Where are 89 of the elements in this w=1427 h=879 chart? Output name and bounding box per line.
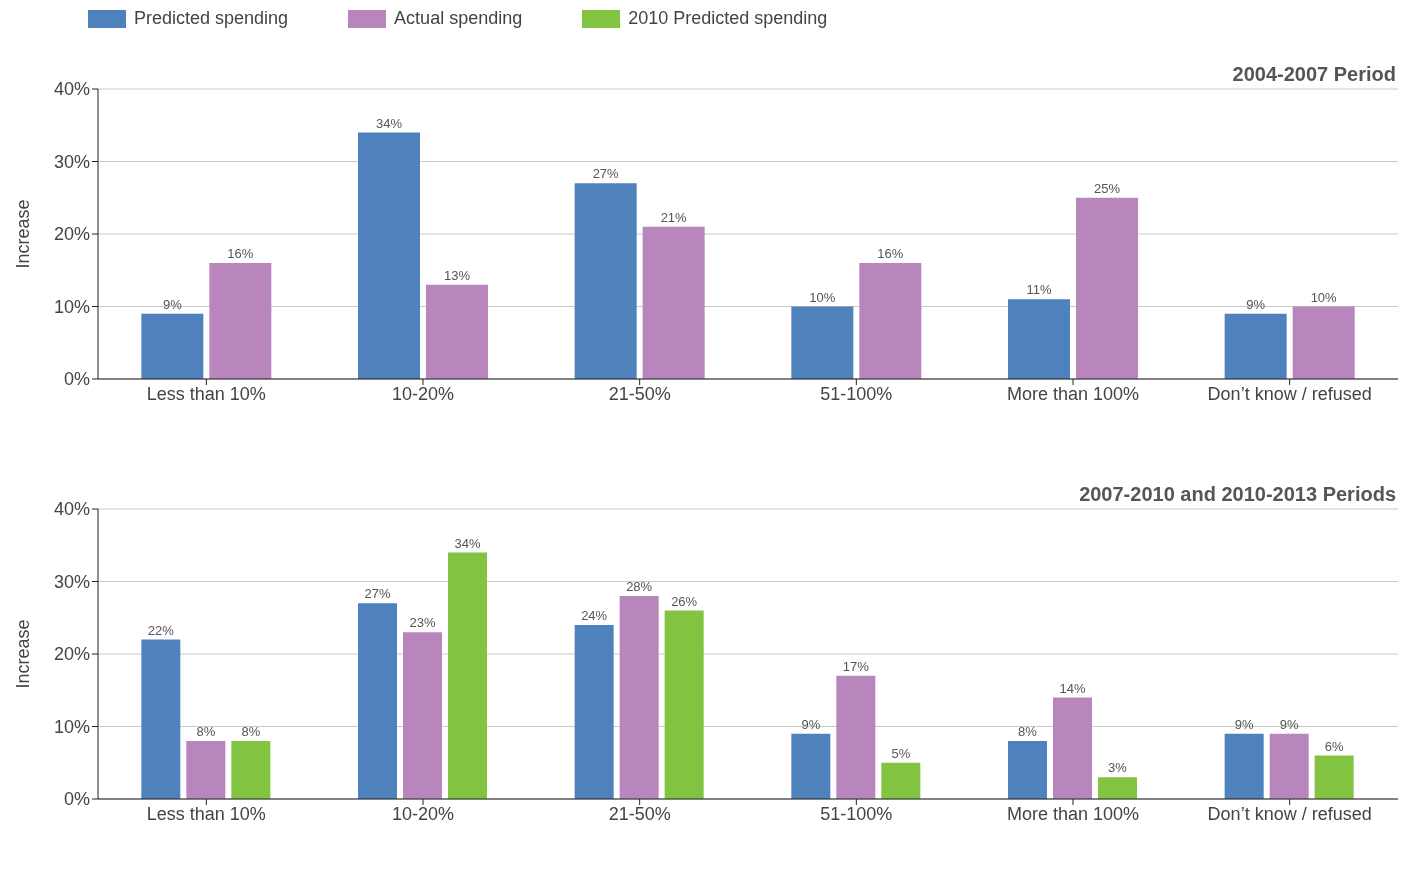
- data-label: 8%: [241, 724, 261, 739]
- bar: [209, 263, 272, 379]
- bar: [574, 183, 637, 379]
- bar: [619, 596, 659, 799]
- data-label: 10%: [1310, 289, 1338, 305]
- data-label: 11%: [1026, 282, 1052, 298]
- legend-label: Predicted spending: [134, 8, 289, 29]
- chart-title: 2004-2007 Period: [1232, 63, 1396, 86]
- bar: [859, 263, 922, 379]
- data-label: 8%: [196, 724, 216, 739]
- bar: [1314, 755, 1354, 799]
- data-label: 5%: [891, 745, 911, 761]
- legend-label: Actual spending: [394, 8, 523, 29]
- data-label: 9%: [1246, 296, 1266, 312]
- bar: [1008, 299, 1070, 379]
- data-label: 24%: [581, 608, 608, 623]
- data-label: 6%: [1324, 738, 1344, 754]
- bar: [1098, 777, 1137, 799]
- bar: [448, 552, 487, 799]
- bar: [791, 306, 854, 379]
- data-label: 28%: [626, 579, 653, 594]
- x-tick-label: Don’t know / refused: [1207, 803, 1372, 824]
- bar: [881, 762, 921, 799]
- bar: [141, 313, 204, 379]
- bar: [426, 284, 488, 379]
- bar: [664, 610, 704, 799]
- bar: [231, 741, 271, 799]
- x-tick-label: 21-50%: [608, 803, 671, 824]
- y-tick-label: 30%: [53, 151, 90, 172]
- data-label: 25%: [1093, 180, 1121, 196]
- x-tick-label: Less than 10%: [146, 383, 266, 404]
- data-label: 9%: [1234, 716, 1254, 732]
- data-label: 16%: [227, 246, 254, 261]
- bar: [1224, 313, 1287, 379]
- bar: [1076, 197, 1138, 379]
- data-label: 9%: [162, 296, 183, 312]
- bar: [1269, 733, 1309, 799]
- x-tick-label: 10-20%: [391, 803, 455, 824]
- data-label: 8%: [1018, 724, 1038, 739]
- y-axis-title: Increase: [13, 199, 34, 269]
- x-tick-label: Don’t know / refused: [1207, 383, 1372, 404]
- y-tick-label: 0%: [63, 369, 90, 390]
- y-tick-label: 40%: [53, 79, 90, 100]
- chart-title: 2007-2010 and 2010-2013 Periods: [1079, 483, 1396, 506]
- bar: [642, 226, 705, 379]
- data-label: 27%: [364, 586, 391, 602]
- y-tick-label: 30%: [53, 571, 90, 592]
- data-label: 26%: [671, 593, 698, 609]
- y-axis-title: Increase: [13, 619, 34, 689]
- x-tick-label: 51-100%: [820, 803, 893, 824]
- bar: [358, 132, 420, 379]
- data-label: 34%: [454, 535, 481, 551]
- bar: [836, 675, 876, 799]
- x-tick-label: 21-50%: [608, 383, 671, 404]
- bar: [1224, 733, 1264, 799]
- x-tick-label: 51-100%: [820, 383, 893, 404]
- bar: [574, 625, 614, 799]
- bar: [1292, 306, 1355, 379]
- data-label: 9%: [1279, 716, 1299, 732]
- data-label: 34%: [375, 115, 403, 131]
- bar: [791, 733, 831, 799]
- data-label: 16%: [877, 246, 904, 261]
- y-tick-label: 20%: [53, 224, 90, 245]
- legend-label: 2010 Predicted spending: [628, 8, 828, 29]
- data-label: 9%: [801, 716, 821, 732]
- bar: [358, 603, 397, 799]
- bar: [403, 632, 442, 799]
- bar: [141, 639, 181, 799]
- data-label: 22%: [147, 622, 175, 638]
- data-label: 10%: [809, 289, 836, 305]
- x-tick-label: More than 100%: [1006, 383, 1140, 404]
- y-tick-label: 40%: [53, 499, 90, 520]
- bar: [1053, 697, 1092, 799]
- bar: [186, 741, 226, 799]
- bar: [1008, 741, 1047, 799]
- data-label: 13%: [443, 267, 471, 283]
- data-label: 21%: [660, 209, 688, 225]
- x-tick-label: Less than 10%: [146, 803, 266, 824]
- data-label: 27%: [592, 166, 620, 182]
- y-tick-label: 10%: [53, 296, 90, 317]
- data-label: 17%: [842, 658, 870, 674]
- y-tick-label: 20%: [53, 644, 90, 665]
- data-label: 23%: [409, 615, 436, 631]
- data-label: 14%: [1059, 680, 1086, 696]
- y-tick-label: 0%: [63, 789, 90, 810]
- x-tick-label: 10-20%: [391, 383, 455, 404]
- x-tick-label: More than 100%: [1006, 803, 1140, 824]
- y-tick-label: 10%: [53, 716, 90, 737]
- data-label: 3%: [1108, 760, 1128, 776]
